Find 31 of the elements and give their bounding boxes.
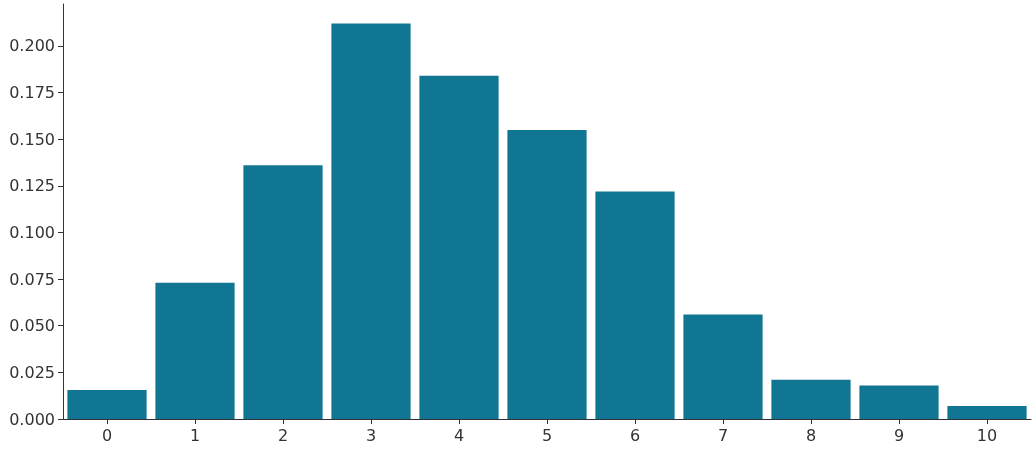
bar (947, 405, 1027, 419)
x-tick-label: 0 (101, 425, 113, 445)
bar (507, 129, 587, 419)
y-tick-label: 0.150 (9, 129, 55, 149)
bar (859, 385, 939, 419)
x-tick-label: 1 (189, 425, 201, 445)
y-tick-label: 0.025 (9, 362, 55, 382)
bar (419, 75, 499, 419)
y-tick-label: 0.000 (9, 409, 55, 429)
bar (771, 379, 851, 419)
bar (67, 390, 147, 419)
y-tick-label: 0.075 (9, 269, 55, 289)
x-tick-label: 7 (717, 425, 729, 445)
y-tick-label: 0.100 (9, 222, 55, 242)
x-tick-label: 10 (976, 425, 998, 445)
x-tick-label: 2 (277, 425, 289, 445)
x-tick-label: 8 (805, 425, 817, 445)
x-tick-label: 9 (893, 425, 905, 445)
x-tick-label: 3 (365, 425, 377, 445)
bar (243, 165, 323, 419)
y-tick-label: 0.175 (9, 83, 55, 103)
y-tick-label: 0.050 (9, 316, 55, 336)
bar (683, 314, 763, 419)
y-tick-label: 0.125 (9, 176, 55, 196)
bar (155, 282, 235, 419)
x-tick-label: 5 (541, 425, 553, 445)
bar (331, 23, 411, 419)
x-tick-label: 6 (629, 425, 641, 445)
bar (595, 191, 675, 419)
x-tick-label: 4 (453, 425, 465, 445)
y-tick-label: 0.200 (9, 36, 55, 56)
